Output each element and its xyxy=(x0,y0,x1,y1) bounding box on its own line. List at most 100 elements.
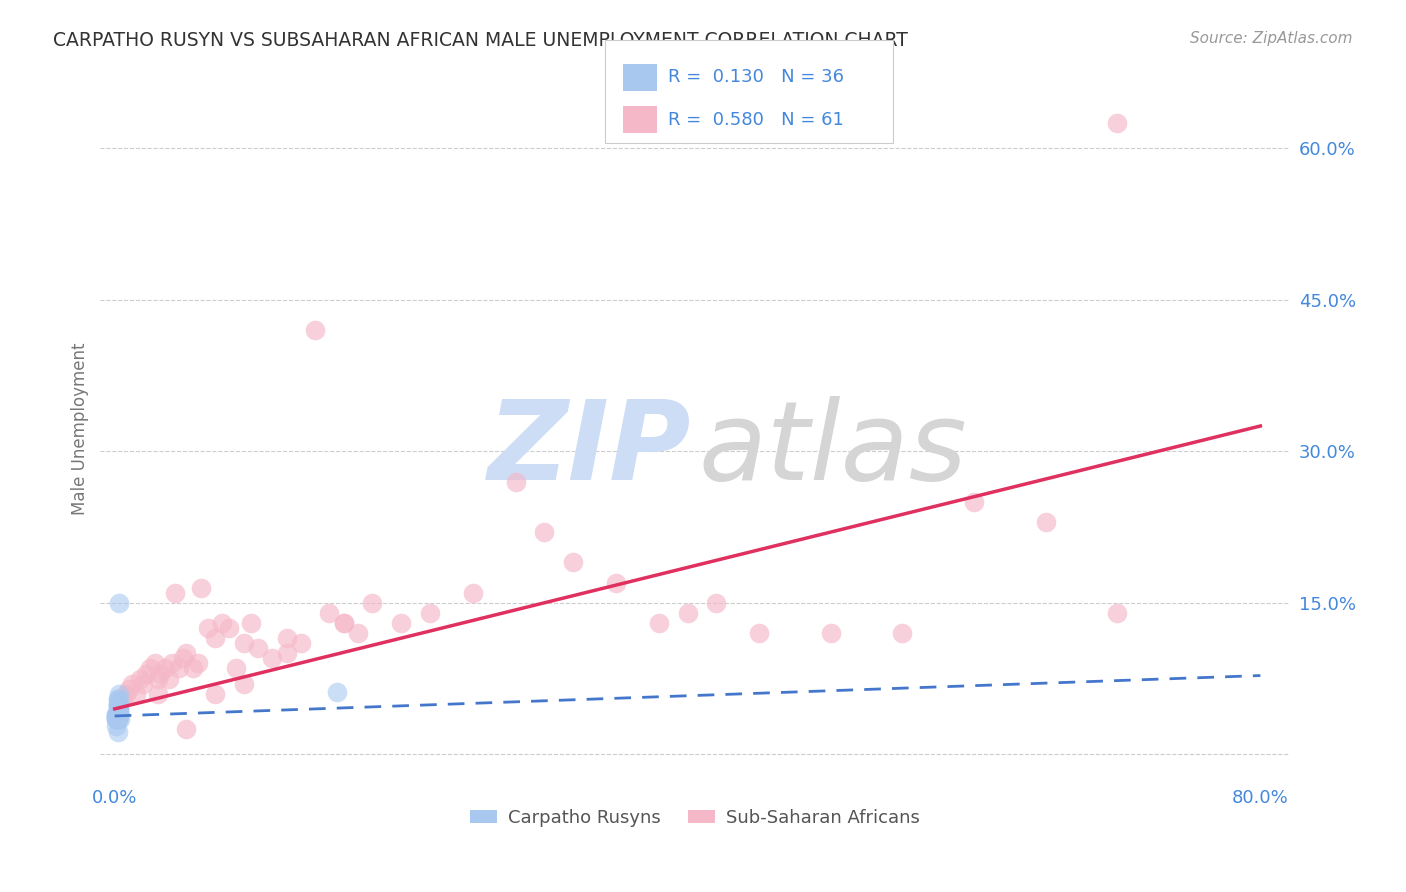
Point xyxy=(218,621,240,635)
Point xyxy=(107,712,129,726)
Point xyxy=(276,631,298,645)
Point xyxy=(232,636,254,650)
Point xyxy=(118,681,141,696)
Point xyxy=(108,706,131,721)
Point xyxy=(183,661,205,675)
Legend: Carpatho Rusyns, Sub-Saharan Africans: Carpatho Rusyns, Sub-Saharan Africans xyxy=(463,801,927,834)
Point xyxy=(129,672,152,686)
Point xyxy=(105,712,128,726)
Point xyxy=(108,705,131,719)
Point xyxy=(108,596,131,610)
Point xyxy=(262,651,284,665)
Point xyxy=(107,697,129,711)
Point xyxy=(389,615,412,630)
Point xyxy=(197,621,219,635)
Point xyxy=(115,687,138,701)
Point xyxy=(187,657,209,671)
Text: Source: ZipAtlas.com: Source: ZipAtlas.com xyxy=(1189,31,1353,46)
Point xyxy=(318,606,340,620)
Point xyxy=(111,691,134,706)
Point xyxy=(121,676,143,690)
Point xyxy=(107,712,129,726)
Point xyxy=(239,615,262,630)
Point xyxy=(246,641,269,656)
Point xyxy=(304,323,326,337)
Y-axis label: Male Unemployment: Male Unemployment xyxy=(72,343,89,515)
Point xyxy=(105,709,128,723)
Point xyxy=(562,555,585,569)
Point xyxy=(290,636,312,650)
Point xyxy=(108,702,131,716)
Point xyxy=(105,709,128,723)
Point xyxy=(648,615,671,630)
Point xyxy=(172,651,194,665)
Point xyxy=(107,709,129,723)
Point xyxy=(325,684,347,698)
Point xyxy=(110,712,132,726)
Point xyxy=(211,615,233,630)
Point xyxy=(276,646,298,660)
Point xyxy=(125,687,148,701)
Text: R =  0.580   N = 61: R = 0.580 N = 61 xyxy=(668,111,844,128)
Point xyxy=(676,606,699,620)
Point xyxy=(157,672,180,686)
Point xyxy=(891,626,914,640)
Point xyxy=(419,606,441,620)
Point xyxy=(107,697,129,711)
Point xyxy=(108,706,131,721)
Point xyxy=(107,698,129,713)
Point xyxy=(107,705,129,719)
Point xyxy=(135,666,157,681)
Text: R =  0.130   N = 36: R = 0.130 N = 36 xyxy=(668,69,844,87)
Point xyxy=(190,581,212,595)
Point xyxy=(1107,116,1129,130)
Point xyxy=(143,657,166,671)
Point xyxy=(107,702,129,716)
Point xyxy=(1035,515,1057,529)
Point xyxy=(108,698,131,713)
Point xyxy=(105,719,128,733)
Point xyxy=(505,475,527,489)
Point xyxy=(108,705,131,719)
Point xyxy=(146,687,169,701)
Text: atlas: atlas xyxy=(699,396,967,503)
Point xyxy=(167,661,190,675)
Point xyxy=(107,705,129,719)
Point xyxy=(461,585,484,599)
Point xyxy=(153,661,176,675)
Point xyxy=(361,596,384,610)
Point xyxy=(963,495,986,509)
Point xyxy=(204,687,226,701)
Point xyxy=(174,722,197,736)
Point xyxy=(1107,606,1129,620)
Point xyxy=(605,575,627,590)
Point xyxy=(160,657,183,671)
Point xyxy=(533,525,555,540)
Point xyxy=(820,626,842,640)
Point xyxy=(105,706,128,721)
Point xyxy=(347,626,370,640)
Point xyxy=(333,615,356,630)
Point xyxy=(107,691,129,706)
Point xyxy=(163,585,186,599)
Point xyxy=(107,698,129,713)
Point xyxy=(232,676,254,690)
Point xyxy=(704,596,727,610)
Point xyxy=(146,672,169,686)
Point xyxy=(225,661,247,675)
Text: CARPATHO RUSYN VS SUBSAHARAN AFRICAN MALE UNEMPLOYMENT CORRELATION CHART: CARPATHO RUSYN VS SUBSAHARAN AFRICAN MAL… xyxy=(53,31,908,50)
Point xyxy=(107,725,129,739)
Point xyxy=(108,687,131,701)
Point xyxy=(105,709,128,723)
Point xyxy=(105,712,128,726)
Point xyxy=(333,615,356,630)
Point xyxy=(107,705,129,719)
Text: ZIP: ZIP xyxy=(488,396,692,503)
Point xyxy=(174,646,197,660)
Point xyxy=(132,676,155,690)
Point xyxy=(105,712,128,726)
Point xyxy=(108,709,131,723)
Point xyxy=(105,709,128,723)
Point xyxy=(108,702,131,716)
Point xyxy=(107,691,129,706)
